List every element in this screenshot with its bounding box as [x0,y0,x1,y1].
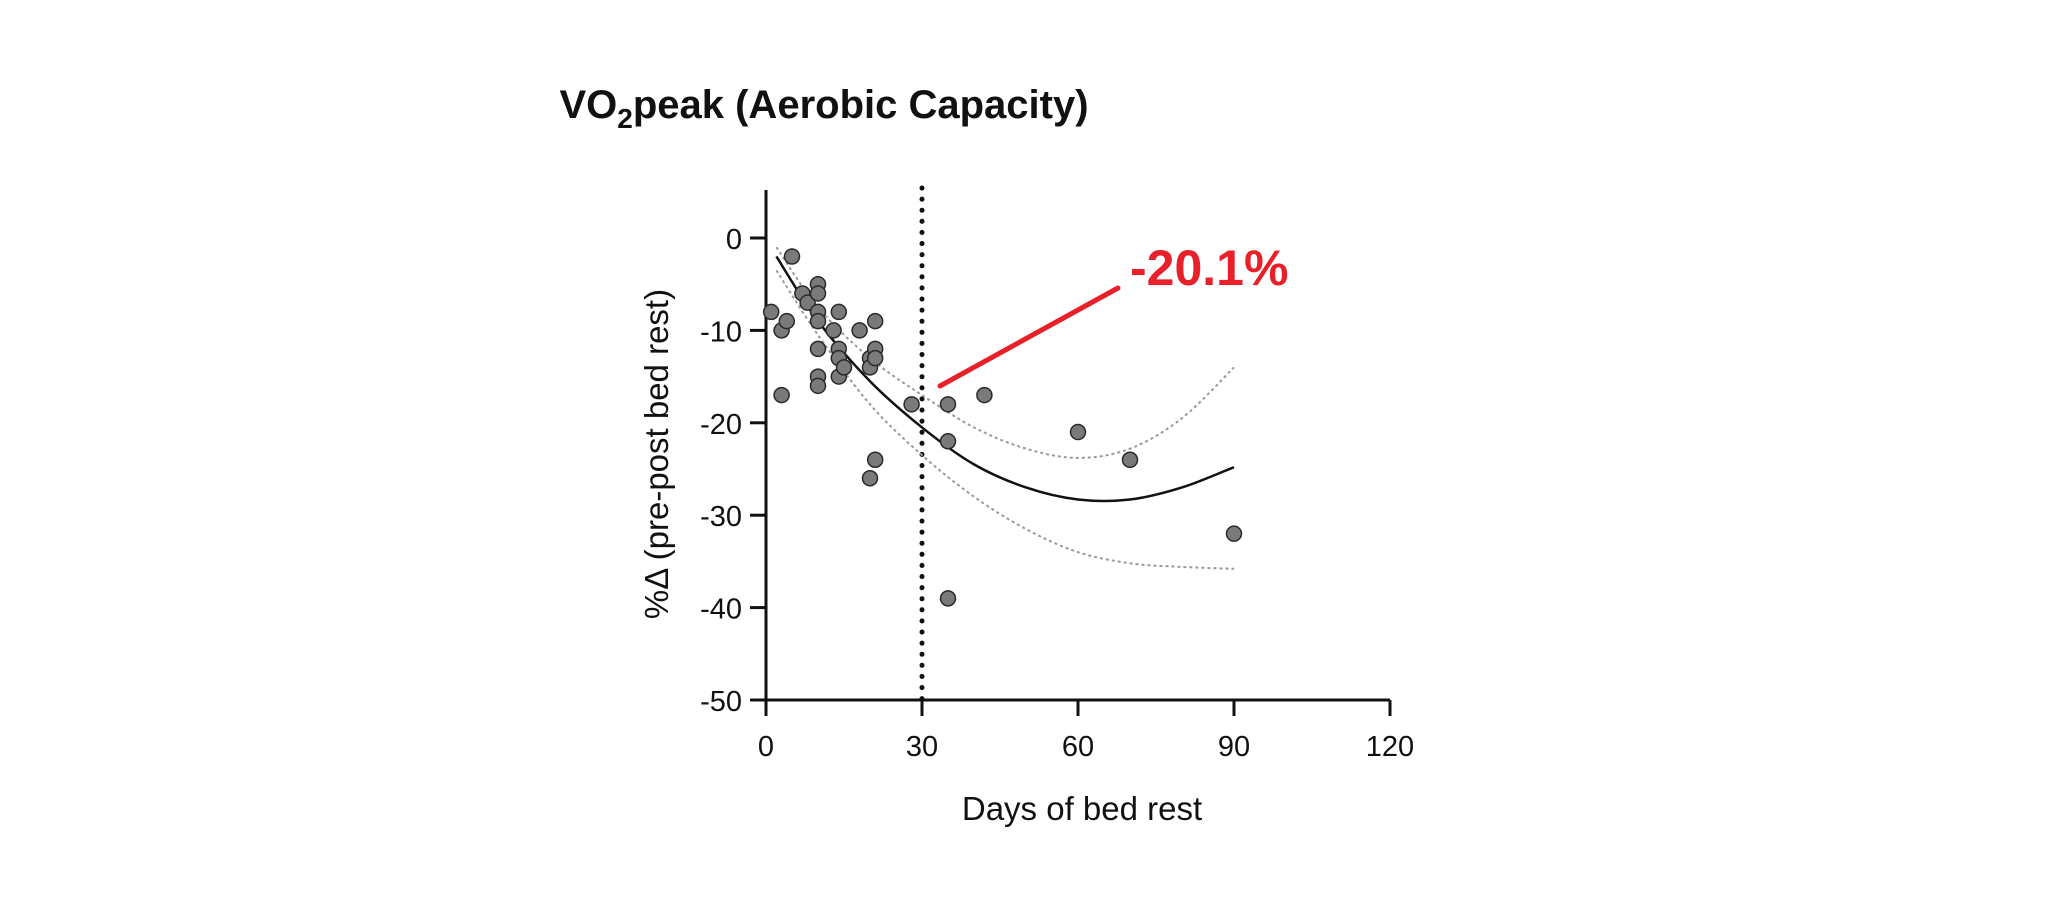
chart-title: VO2peak (Aerobic Capacity) [559,83,1088,134]
data-point [939,590,957,607]
data-point [809,312,827,330]
y-ticks: 0 -10 -20 -30 -40 -50 [700,224,766,718]
data-point [1225,525,1243,542]
data-point [809,340,827,358]
data-point [861,469,879,487]
data-point [778,312,796,330]
x-tick-label: 30 [906,731,938,763]
y-tick-label: -30 [700,501,742,533]
chart-title-main: VO [559,83,617,127]
y-tick-label: -20 [700,409,742,441]
data-point [835,359,853,376]
y-tick-label: 0 [726,224,742,256]
chart-title-rest: peak (Aerobic Capacity) [633,83,1089,127]
data-points [762,248,1243,607]
x-ticks: 0 30 60 90 120 [758,700,1414,763]
data-point [866,349,884,367]
x-tick-label: 60 [1062,731,1094,763]
y-tick-label: -50 [700,686,742,718]
confidence-band-upper [775,246,1235,459]
data-point [799,294,816,311]
data-point [762,303,780,321]
data-point [825,322,842,339]
data-point [903,396,920,413]
data-point [1121,451,1139,469]
annotation-leader-line [937,285,1121,389]
data-point [809,377,827,395]
data-point [851,322,868,339]
data-point [866,312,884,330]
data-point [783,248,801,265]
y-tick-label: -10 [700,316,742,348]
y-tick-label: -40 [700,594,742,626]
y-axis-label: %Δ (pre-post bed rest) [638,289,675,619]
chart-title-subscript: 2 [617,103,633,134]
x-tick-label: 120 [1366,731,1414,763]
data-point [976,386,993,404]
x-axis-label: Days of bed rest [962,790,1202,827]
x-tick-label: 90 [1218,731,1250,763]
data-point [1069,423,1087,441]
data-point [939,433,957,450]
x-tick-label: 0 [758,731,774,763]
data-point [939,396,957,413]
data-point [809,285,827,302]
annotation-label: -20.1% [1130,240,1288,296]
data-point [773,386,790,404]
data-point [830,303,848,321]
data-point [866,451,884,469]
